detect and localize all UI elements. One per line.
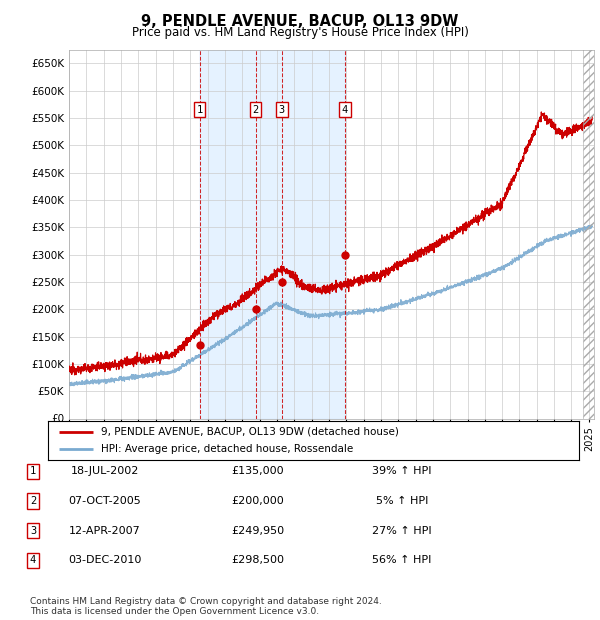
Text: £135,000: £135,000 xyxy=(232,466,284,476)
Text: 5% ↑ HPI: 5% ↑ HPI xyxy=(376,496,428,506)
Text: Contains HM Land Registry data © Crown copyright and database right 2024.: Contains HM Land Registry data © Crown c… xyxy=(30,597,382,606)
Text: 07-OCT-2005: 07-OCT-2005 xyxy=(68,496,142,506)
Text: 56% ↑ HPI: 56% ↑ HPI xyxy=(373,556,431,565)
Text: 3: 3 xyxy=(30,526,36,536)
Text: 1: 1 xyxy=(30,466,36,476)
Text: 4: 4 xyxy=(30,556,36,565)
Text: 2: 2 xyxy=(30,496,36,506)
Text: 27% ↑ HPI: 27% ↑ HPI xyxy=(372,526,432,536)
Text: £298,500: £298,500 xyxy=(232,556,284,565)
Text: 39% ↑ HPI: 39% ↑ HPI xyxy=(372,466,432,476)
Text: 9, PENDLE AVENUE, BACUP, OL13 9DW (detached house): 9, PENDLE AVENUE, BACUP, OL13 9DW (detac… xyxy=(101,427,399,436)
Text: 03-DEC-2010: 03-DEC-2010 xyxy=(68,556,142,565)
Text: 18-JUL-2002: 18-JUL-2002 xyxy=(71,466,139,476)
Text: £249,950: £249,950 xyxy=(232,526,284,536)
Text: 12-APR-2007: 12-APR-2007 xyxy=(69,526,141,536)
Text: 3: 3 xyxy=(278,105,285,115)
Text: HPI: Average price, detached house, Rossendale: HPI: Average price, detached house, Ross… xyxy=(101,445,353,454)
Text: 1: 1 xyxy=(197,105,203,115)
Text: £200,000: £200,000 xyxy=(232,496,284,506)
Text: Price paid vs. HM Land Registry's House Price Index (HPI): Price paid vs. HM Land Registry's House … xyxy=(131,26,469,39)
Text: This data is licensed under the Open Government Licence v3.0.: This data is licensed under the Open Gov… xyxy=(30,607,319,616)
Text: 2: 2 xyxy=(253,105,259,115)
Text: 9, PENDLE AVENUE, BACUP, OL13 9DW: 9, PENDLE AVENUE, BACUP, OL13 9DW xyxy=(142,14,458,29)
Text: 4: 4 xyxy=(342,105,348,115)
